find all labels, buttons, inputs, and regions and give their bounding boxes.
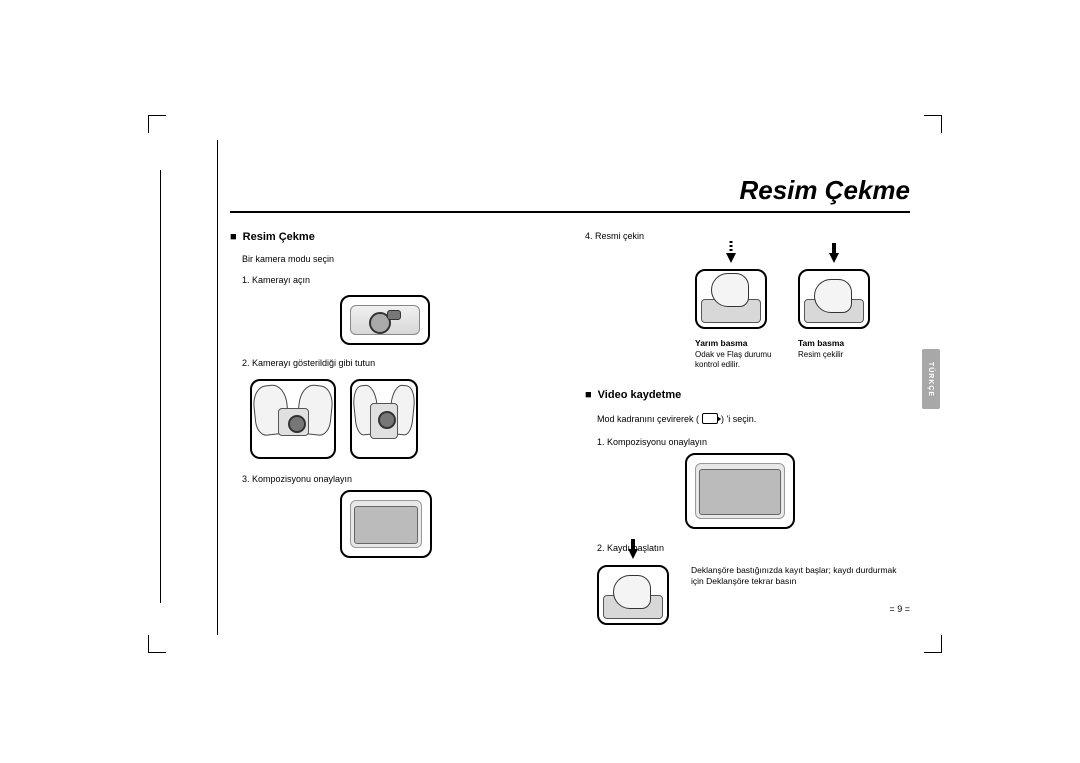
section-heading-video: Video kaydetme <box>585 388 910 403</box>
step-4-label: 4. Resmi çekin <box>585 230 910 243</box>
illustration-video-press <box>597 565 669 625</box>
language-tab: TÜRKÇE <box>922 349 940 409</box>
video-intro-b: ) 'i seçin. <box>721 413 756 426</box>
illustration-video-compose <box>685 453 795 529</box>
crop-mark <box>148 635 166 653</box>
illustration-compose <box>340 490 432 558</box>
crop-mark <box>924 115 942 133</box>
video-step-2: 2. Kaydı başlatın <box>597 542 910 555</box>
video-intro: Mod kadranını çevirerek ( ) 'i seçin. <box>597 411 910 426</box>
crop-mark <box>148 115 166 133</box>
section-heading-photo: Resim Çekme <box>230 230 555 245</box>
half-press-desc: Odak ve Flaş durumu kontrol edilir. <box>695 350 780 370</box>
page-title: Resim Çekme <box>739 175 910 206</box>
illustration-camera-top <box>340 295 430 345</box>
step-2-label: 2. Kamerayı gösterildiği gibi tutun <box>242 357 555 370</box>
right-column: 4. Resmi çekin Yarım basma Odak ve Flaş … <box>585 230 910 625</box>
page-number: = 9 = <box>889 604 910 614</box>
video-mode-icon <box>702 413 718 424</box>
language-tab-label: TÜRKÇE <box>928 361 935 396</box>
video-intro-a: Mod kadranını çevirerek ( <box>597 413 699 426</box>
title-rule <box>230 211 910 213</box>
step-1-label: 1. Kamerayı açın <box>242 274 555 287</box>
left-guide-line <box>160 170 161 603</box>
spine-guide-line <box>217 140 218 635</box>
illustration-full-press <box>798 269 870 329</box>
crop-mark <box>924 635 942 653</box>
full-press-desc: Resim çekilir <box>798 350 883 360</box>
left-column: Resim Çekme Bir kamera modu seçin 1. Kam… <box>230 230 555 625</box>
page-content: Resim Çekme Resim Çekme Bir kamera modu … <box>230 175 910 608</box>
half-press-title: Yarım basma <box>695 338 780 350</box>
step-3-label: 3. Kompozisyonu onaylayın <box>242 473 555 486</box>
video-press-desc: Deklanşöre bastığınızda kayıt başlar; ka… <box>691 565 910 588</box>
illustration-hold-landscape <box>250 379 336 459</box>
illustration-half-press <box>695 269 767 329</box>
full-press-title: Tam basma <box>798 338 883 350</box>
mode-select-text: Bir kamera modu seçin <box>242 253 555 266</box>
illustration-hold-portrait <box>350 379 418 459</box>
video-step-1: 1. Kompozisyonu onaylayın <box>597 436 910 449</box>
